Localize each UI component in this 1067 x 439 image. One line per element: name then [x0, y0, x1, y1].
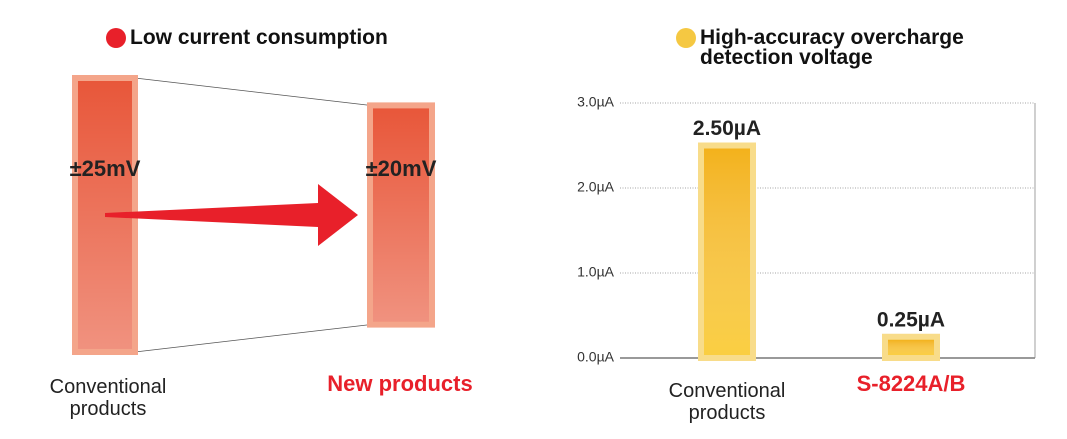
bar-shade [888, 339, 934, 355]
value-label: ±20mV [366, 156, 437, 181]
chart-title: High-accuracy overcharge detection volta… [700, 26, 964, 69]
connector [134, 324, 371, 353]
chart-title: Low current consumption [130, 26, 388, 49]
value-label: ±25mV [70, 156, 141, 181]
y-tick-label: 3.0µA [577, 94, 615, 110]
connector [134, 77, 371, 106]
value-label: 2.50µA [693, 117, 761, 140]
category-label: Conventional products [668, 380, 786, 424]
category-label: Conventional products [49, 376, 167, 420]
bar-shade [704, 148, 750, 355]
value-label: 0.25µA [877, 308, 945, 331]
title-marker [106, 28, 126, 48]
category-label: S-8224A/B [856, 371, 966, 396]
y-tick-label: 0.0µA [577, 349, 615, 365]
bar-shade [373, 108, 429, 322]
y-tick-label: 1.0µA [577, 264, 615, 280]
title-marker [676, 28, 696, 48]
category-label: New products [327, 371, 473, 396]
y-tick-label: 2.0µA [577, 179, 615, 195]
arrow [105, 184, 358, 246]
